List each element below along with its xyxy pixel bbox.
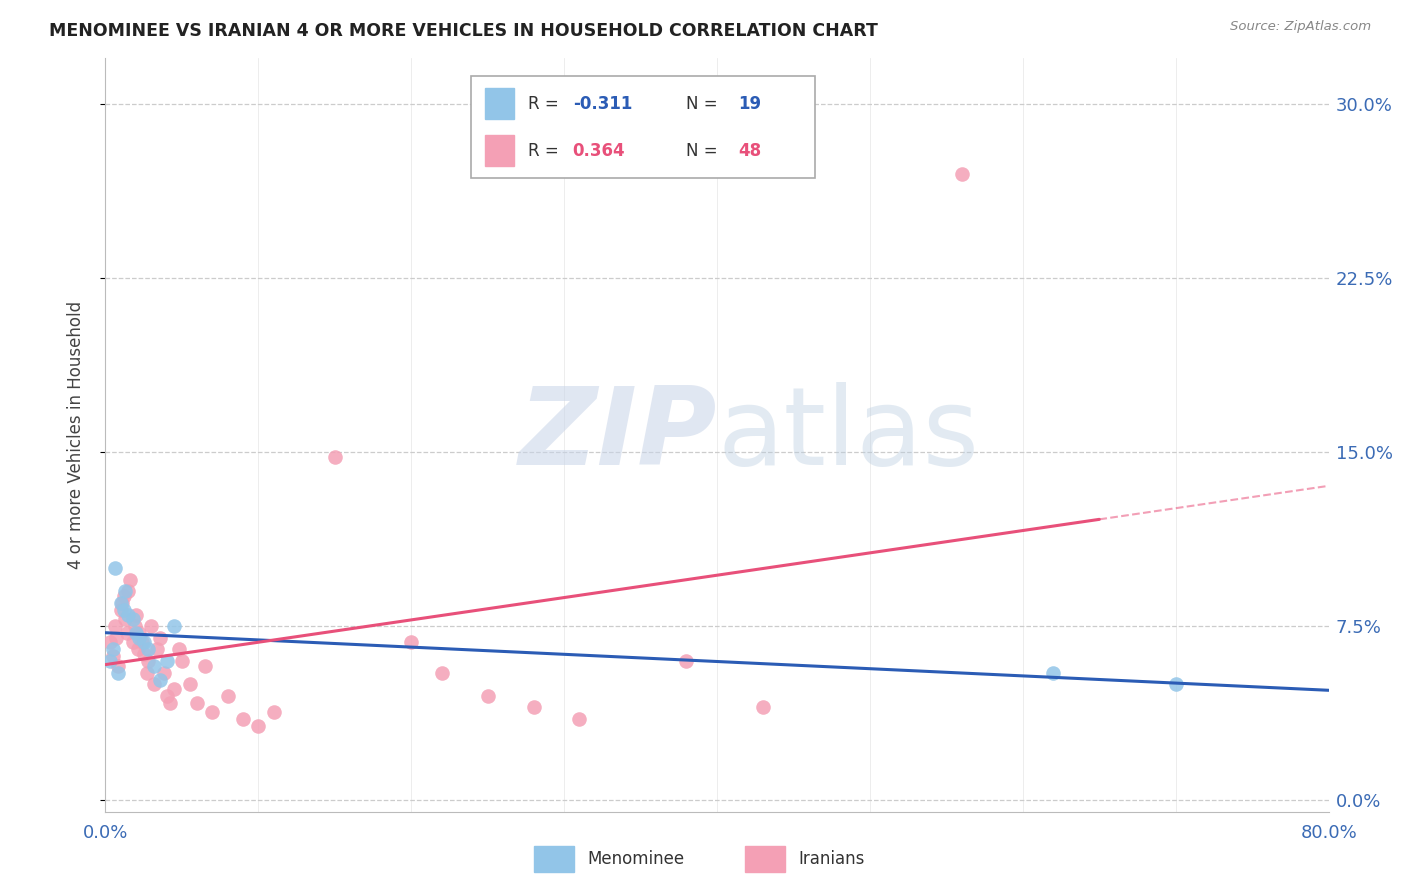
Point: [232, 712, 254, 726]
Point: [110, 603, 132, 617]
Point: [122, 612, 145, 626]
Point: [127, 642, 149, 657]
Point: [124, 619, 146, 633]
Point: [114, 584, 136, 599]
Point: [98, 654, 121, 668]
Point: [136, 654, 159, 668]
Point: [217, 689, 239, 703]
Point: [143, 677, 166, 691]
Point: [179, 677, 201, 691]
Point: [111, 596, 134, 610]
Point: [155, 689, 177, 703]
Point: [132, 635, 155, 649]
Point: [1164, 677, 1187, 691]
Point: [155, 654, 177, 668]
Point: [170, 654, 193, 668]
Point: [122, 635, 145, 649]
Point: [675, 654, 697, 668]
Point: [135, 665, 157, 680]
Text: -0.311: -0.311: [572, 95, 633, 112]
Text: N =: N =: [686, 95, 723, 112]
Text: N =: N =: [686, 142, 723, 160]
Point: [128, 626, 150, 640]
Text: 48: 48: [738, 142, 761, 160]
Text: atlas: atlas: [717, 382, 979, 488]
Text: Iranians: Iranians: [799, 850, 865, 868]
Point: [110, 596, 132, 610]
Point: [201, 705, 224, 719]
Point: [112, 589, 135, 603]
Point: [131, 635, 153, 649]
Point: [167, 642, 190, 657]
Point: [950, 167, 973, 181]
Point: [568, 712, 591, 726]
Point: [143, 658, 166, 673]
Point: [117, 607, 139, 622]
Point: [125, 626, 148, 640]
Point: [477, 689, 499, 703]
Point: [125, 607, 148, 622]
Point: [115, 626, 138, 640]
Text: 0.364: 0.364: [572, 142, 626, 160]
Point: [136, 642, 159, 657]
Point: [323, 450, 346, 464]
FancyBboxPatch shape: [471, 76, 815, 178]
Point: [149, 631, 172, 645]
Point: [263, 705, 285, 719]
Point: [163, 681, 186, 696]
Point: [430, 665, 453, 680]
Point: [146, 642, 169, 657]
Text: ZIP: ZIP: [519, 382, 717, 488]
Point: [98, 635, 121, 649]
Point: [149, 673, 172, 687]
Point: [128, 631, 150, 645]
Point: [112, 603, 135, 617]
Point: [159, 696, 181, 710]
Text: MENOMINEE VS IRANIAN 4 OR MORE VEHICLES IN HOUSEHOLD CORRELATION CHART: MENOMINEE VS IRANIAN 4 OR MORE VEHICLES …: [49, 22, 879, 40]
Point: [401, 635, 423, 649]
Text: Menominee: Menominee: [588, 850, 685, 868]
Point: [114, 612, 136, 626]
Text: Source: ZipAtlas.com: Source: ZipAtlas.com: [1230, 20, 1371, 33]
Bar: [485, 136, 515, 166]
Point: [105, 631, 128, 645]
Point: [163, 619, 186, 633]
Point: [141, 619, 163, 633]
Point: [107, 658, 129, 673]
Point: [523, 700, 546, 714]
Point: [107, 665, 129, 680]
Point: [752, 700, 775, 714]
Point: [194, 658, 217, 673]
Point: [247, 719, 270, 733]
Point: [117, 584, 139, 599]
Text: 19: 19: [738, 95, 761, 112]
Point: [1042, 665, 1064, 680]
Point: [101, 642, 124, 657]
Point: [152, 665, 174, 680]
Point: [186, 696, 208, 710]
Bar: [485, 88, 515, 119]
Point: [132, 647, 155, 661]
Y-axis label: 4 or more Vehicles in Household: 4 or more Vehicles in Household: [66, 301, 84, 569]
Point: [101, 649, 124, 664]
Text: R =: R =: [527, 95, 564, 112]
Text: R =: R =: [527, 142, 564, 160]
Point: [104, 561, 127, 575]
Point: [118, 573, 141, 587]
Point: [104, 619, 127, 633]
